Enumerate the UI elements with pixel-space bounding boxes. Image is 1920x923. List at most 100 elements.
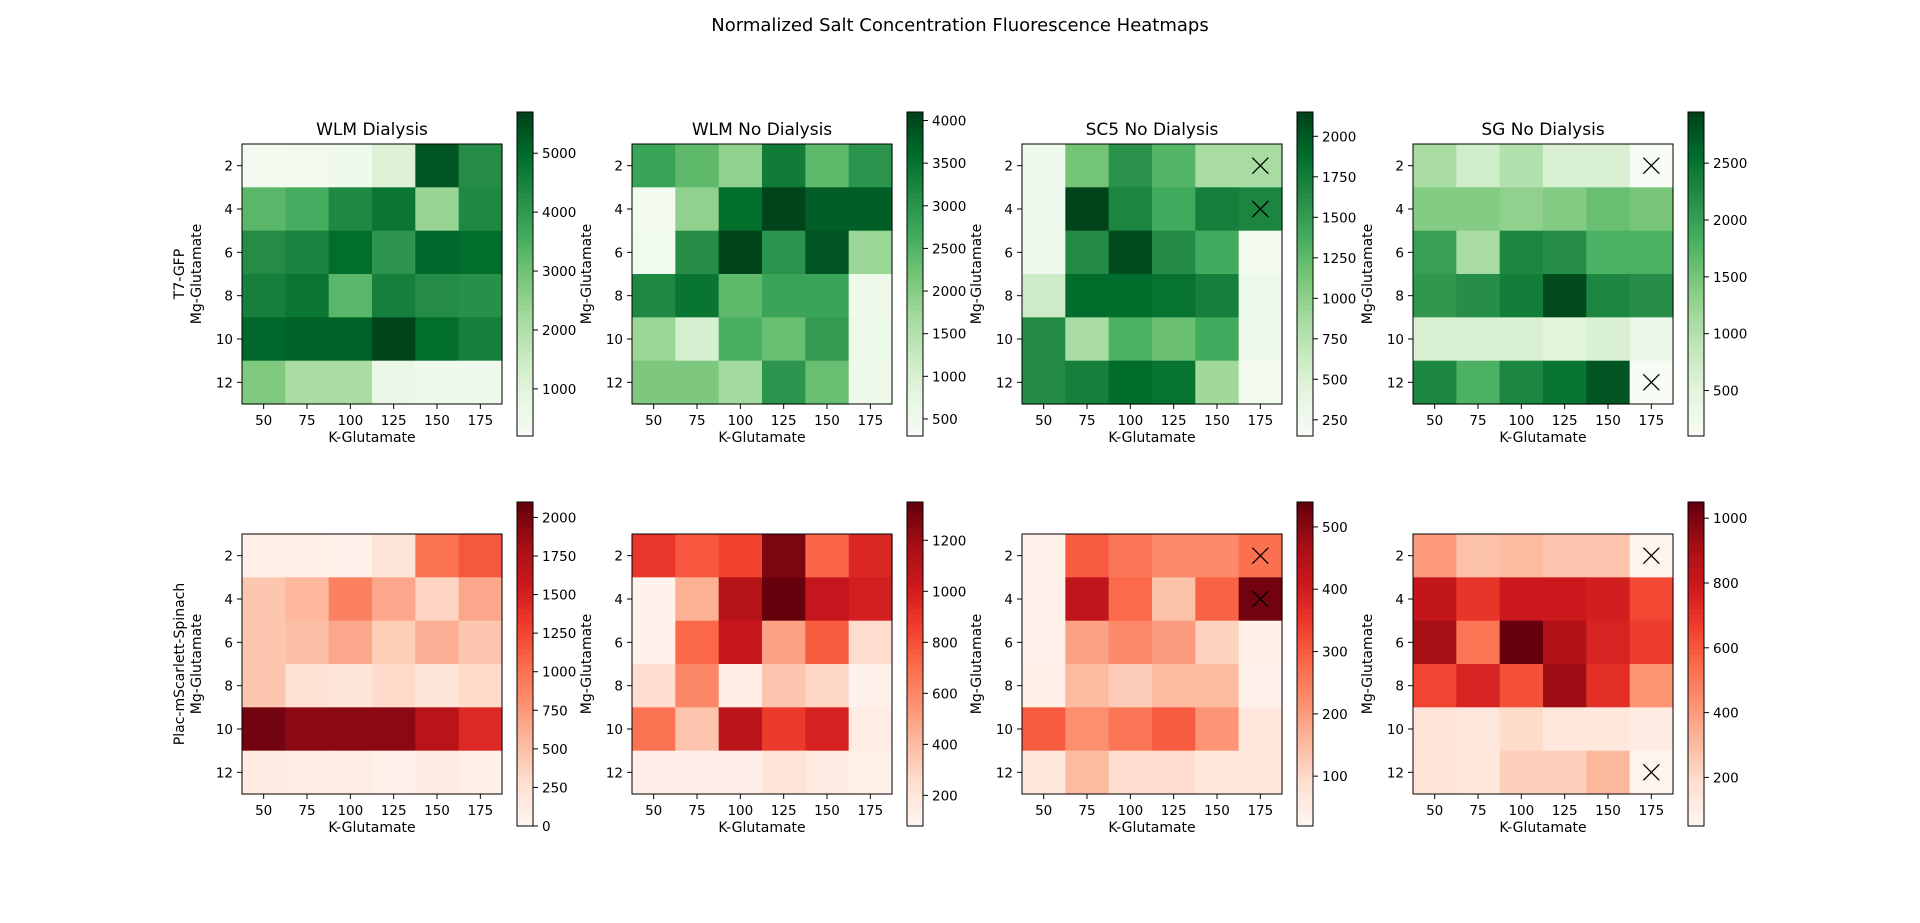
panel-title: WLM Dialysis	[316, 120, 428, 140]
colorbar-slice	[1297, 314, 1313, 321]
colorbar-slice	[1688, 152, 1704, 159]
colorbar-slice	[1297, 775, 1313, 782]
x-tick-label: 75	[688, 803, 705, 819]
colorbar-tick-label: 500	[1322, 520, 1348, 536]
colorbar-slice	[907, 572, 923, 579]
row-label: T7-GFP	[172, 249, 188, 300]
x-axis-label: K-Glutamate	[1108, 430, 1195, 446]
heatmap-cell	[1456, 577, 1501, 622]
heatmap-cell	[1543, 577, 1587, 622]
colorbar-slice	[517, 375, 533, 381]
colorbar-tick-label: 1250	[1322, 251, 1356, 267]
heatmap-cell	[1413, 144, 1457, 188]
heatmap-cell	[1543, 620, 1587, 665]
heatmap-cell	[1629, 577, 1674, 622]
colorbar-slice	[907, 583, 923, 589]
heatmap-cell	[718, 274, 763, 318]
heatmap-cell	[1108, 230, 1153, 275]
colorbar-slice	[517, 208, 533, 214]
colorbar-slice	[1688, 557, 1704, 564]
colorbar-slice	[1297, 182, 1313, 189]
colorbar-slice	[907, 577, 923, 584]
colorbar-slice	[907, 775, 923, 782]
colorbar-slice	[907, 613, 923, 620]
colorbar-slice	[1297, 669, 1313, 675]
colorbar-slice	[1297, 739, 1313, 746]
colorbar-slice	[1688, 613, 1704, 620]
heatmap-cell	[805, 230, 850, 275]
heatmap-cell	[372, 144, 416, 188]
heatmap-cell	[1238, 750, 1283, 795]
heatmap-cell	[415, 534, 460, 578]
colorbar-slice	[1297, 653, 1313, 660]
heatmap-cell	[285, 620, 330, 665]
colorbar-tick-label: 4000	[542, 205, 576, 221]
heatmap-cell	[805, 750, 850, 795]
heatmap-cell	[1108, 664, 1153, 708]
colorbar-slice	[517, 628, 533, 635]
x-axis-label: K-Glutamate	[328, 820, 415, 836]
colorbar-slice	[1688, 669, 1704, 675]
colorbar-slice	[907, 339, 923, 346]
heatmap-cell	[718, 707, 763, 752]
heatmap-cell	[242, 664, 286, 708]
y-axis-label: Mg-Glutamate	[579, 614, 595, 715]
x-tick-label: 125	[1161, 803, 1187, 819]
heatmap-cell	[372, 187, 416, 232]
colorbar-slice	[1297, 765, 1313, 771]
heatmap-cell	[1586, 577, 1631, 622]
colorbar-slice	[1688, 714, 1704, 721]
heatmap-cell	[1499, 620, 1544, 665]
heatmap-cell	[1022, 360, 1066, 405]
colorbar-slice	[907, 623, 923, 630]
x-tick-label: 75	[298, 803, 315, 819]
heatmap-panel: 50 75 100 125 150 175 2 4 6 8 10 12 K-Glutamate Mg-Gl…	[579, 111, 966, 446]
heatmap-cell	[415, 274, 460, 318]
colorbar-slice	[1297, 243, 1313, 250]
y-tick-label: 4	[614, 202, 623, 218]
heatmap-cell	[458, 317, 503, 362]
colorbar-slice	[907, 284, 923, 290]
colorbar-slice	[907, 208, 923, 214]
colorbar-slice	[517, 218, 533, 224]
heatmap-cell	[1065, 144, 1110, 188]
colorbar-tick-label: 250	[1322, 413, 1348, 429]
colorbar-slice	[907, 547, 923, 554]
colorbar-slice	[517, 334, 533, 341]
colorbar-slice	[517, 770, 533, 776]
colorbar-slice	[907, 562, 923, 569]
heatmap-cell	[1543, 664, 1587, 708]
colorbar-slice	[517, 623, 533, 630]
heatmap-cell	[1022, 274, 1066, 318]
heatmap-cell	[458, 750, 503, 795]
heatmap-cell	[675, 274, 720, 318]
colorbar-slice	[517, 172, 533, 179]
colorbar-slice	[1688, 638, 1704, 645]
y-tick-label: 12	[216, 375, 233, 391]
colorbar-slice	[1688, 385, 1704, 392]
colorbar-slice	[1688, 243, 1704, 250]
colorbar-slice	[1688, 167, 1704, 174]
colorbar-slice	[1688, 618, 1704, 625]
heatmap-cell	[632, 274, 676, 318]
colorbar: 0 250 500 750 1000 1250 1500 1750 2000	[516, 501, 576, 835]
colorbar-slice	[907, 658, 923, 665]
y-tick-label: 8	[1395, 679, 1404, 695]
colorbar-tick-label: 1200	[932, 533, 966, 549]
colorbar-slice	[517, 344, 533, 351]
colorbar-slice	[1297, 542, 1313, 549]
y-axis-label: Mg-Glutamate	[969, 614, 985, 715]
colorbar-slice	[907, 517, 923, 523]
x-tick-label: 175	[1247, 413, 1273, 429]
colorbar-slice	[1688, 248, 1704, 255]
x-tick-label: 125	[1552, 413, 1578, 429]
colorbar-slice	[1297, 577, 1313, 584]
x-tick-label: 75	[1469, 413, 1486, 429]
colorbar-tick-label: 2500	[932, 241, 966, 257]
colorbar-slice	[907, 664, 923, 670]
colorbar-slice	[1688, 263, 1704, 270]
colorbar-slice	[907, 390, 923, 397]
heatmap-cell	[1629, 707, 1674, 752]
colorbar-slice	[517, 228, 533, 235]
colorbar-slice	[1688, 410, 1704, 417]
